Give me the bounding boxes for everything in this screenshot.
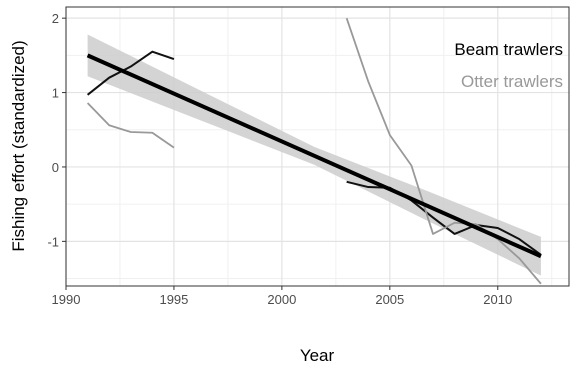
x-axis-title: Year xyxy=(300,346,335,365)
x-tick-label: 2010 xyxy=(483,292,512,307)
minor-gridlines xyxy=(66,7,569,286)
y-tick-label: -1 xyxy=(47,234,59,249)
beam-trawlers-line-segment-2 xyxy=(346,180,542,256)
x-tick-label: 1995 xyxy=(159,292,188,307)
otter-trawlers-line-segment-1 xyxy=(86,102,175,149)
trend-layer xyxy=(86,53,542,259)
legend-beam-trawlers: Beam trawlers xyxy=(454,40,563,59)
y-axis-title: Fishing effort (standardized) xyxy=(9,40,28,251)
beam-trawlers-line-segment-1 xyxy=(86,50,175,96)
y-axis-ticks: -1 0 1 2 xyxy=(47,11,66,249)
y-tick-label: 2 xyxy=(52,11,59,26)
x-axis-ticks: 1990 1995 2000 2005 2010 xyxy=(52,286,512,307)
otter-trawlers-line-segment-2 xyxy=(345,17,542,285)
x-tick-label: 1990 xyxy=(52,292,81,307)
x-tick-label: 2000 xyxy=(267,292,296,307)
panel-border xyxy=(65,6,570,287)
y-tick-label: 0 xyxy=(52,160,59,175)
series-layer xyxy=(86,17,542,285)
legend-otter-trawlers: Otter trawlers xyxy=(461,72,563,91)
x-tick-label: 2005 xyxy=(375,292,404,307)
trend-line xyxy=(86,53,542,259)
y-tick-label: 1 xyxy=(52,86,59,101)
